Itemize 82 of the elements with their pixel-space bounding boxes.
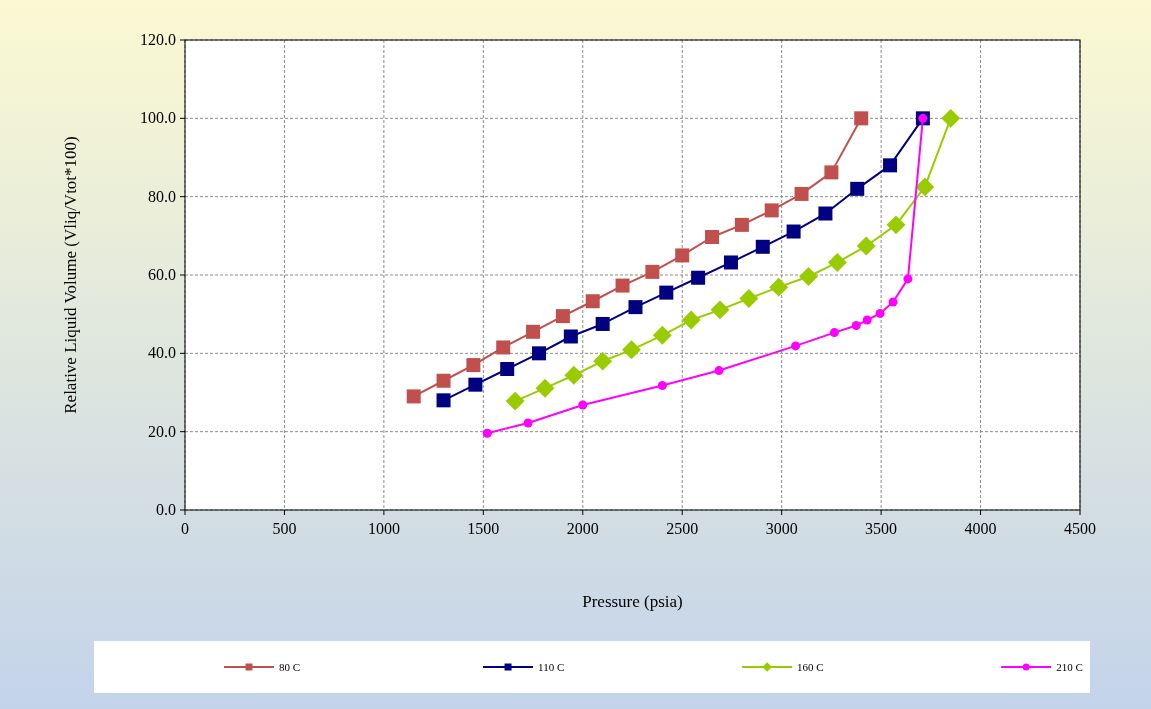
point (681, 310, 701, 330)
legend-label: 110 C (538, 661, 565, 673)
point (585, 294, 600, 309)
point (851, 321, 861, 331)
point (505, 391, 525, 411)
legend-label: 80 C (279, 661, 301, 673)
point (482, 428, 492, 438)
y-axis-title: Relative Liquid Volume (Vliq/Vtot*100) (61, 136, 80, 414)
point (723, 255, 738, 270)
point (406, 389, 421, 404)
point (854, 111, 869, 126)
point (436, 373, 451, 388)
point (535, 378, 555, 398)
point (691, 270, 706, 285)
point (659, 285, 674, 300)
point (500, 362, 515, 376)
x-tick-label: 4500 (1064, 520, 1096, 537)
y-tick-label: 0.0 (156, 501, 176, 518)
y-tick-label: 40.0 (148, 344, 176, 362)
x-axis-title: Pressure (psia) (582, 592, 683, 611)
point (794, 186, 809, 201)
legend-label: 160 C (797, 661, 824, 673)
point (769, 277, 789, 297)
x-tick-label: 2000 (566, 520, 599, 537)
y-tick-label: 60.0 (148, 266, 176, 283)
point (563, 329, 578, 344)
point (886, 215, 906, 235)
point (786, 224, 801, 239)
point (734, 217, 749, 232)
point (526, 324, 541, 339)
legend-label: 210 C (1056, 661, 1083, 673)
point (593, 351, 613, 371)
point (755, 239, 770, 254)
point (468, 377, 483, 392)
point (903, 274, 913, 284)
point (791, 341, 801, 351)
point (595, 316, 610, 331)
point (532, 346, 547, 361)
point (824, 165, 839, 180)
point (827, 253, 847, 272)
point (657, 380, 667, 390)
x-tick-label: 1500 (467, 520, 500, 537)
point (883, 158, 898, 173)
y-tick-label: 80.0 (148, 187, 176, 205)
x-tick-label: 2500 (666, 520, 699, 537)
point (652, 325, 672, 345)
point (436, 393, 451, 408)
point (466, 358, 481, 373)
point (578, 400, 588, 410)
point (564, 365, 584, 385)
point (714, 366, 724, 376)
point (645, 264, 660, 279)
point (818, 206, 833, 221)
y-tick-label: 20.0 (148, 422, 176, 440)
point (888, 297, 898, 307)
point (875, 308, 885, 318)
point (628, 300, 643, 315)
point (622, 340, 641, 360)
point (739, 289, 759, 308)
point (829, 328, 839, 338)
point (496, 340, 511, 355)
x-tick-label: 3000 (765, 520, 798, 537)
x-tick-label: 1000 (367, 520, 400, 537)
point (915, 177, 935, 197)
point (850, 181, 865, 196)
point (799, 267, 818, 287)
point (856, 236, 876, 256)
x-tick-label: 500 (272, 520, 297, 537)
y-tick-label: 100.0 (140, 109, 176, 127)
point (675, 248, 690, 263)
point (705, 230, 720, 245)
x-tick-label: 3500 (865, 520, 898, 537)
point (555, 309, 570, 324)
y-tick-label: 120.0 (140, 31, 176, 48)
point (862, 315, 872, 325)
point (523, 418, 533, 428)
point (615, 278, 630, 293)
point (710, 300, 730, 320)
point (764, 203, 779, 218)
point (941, 108, 961, 128)
x-tick-label: 4000 (964, 520, 997, 537)
x-tick-label: 0 (181, 520, 189, 537)
